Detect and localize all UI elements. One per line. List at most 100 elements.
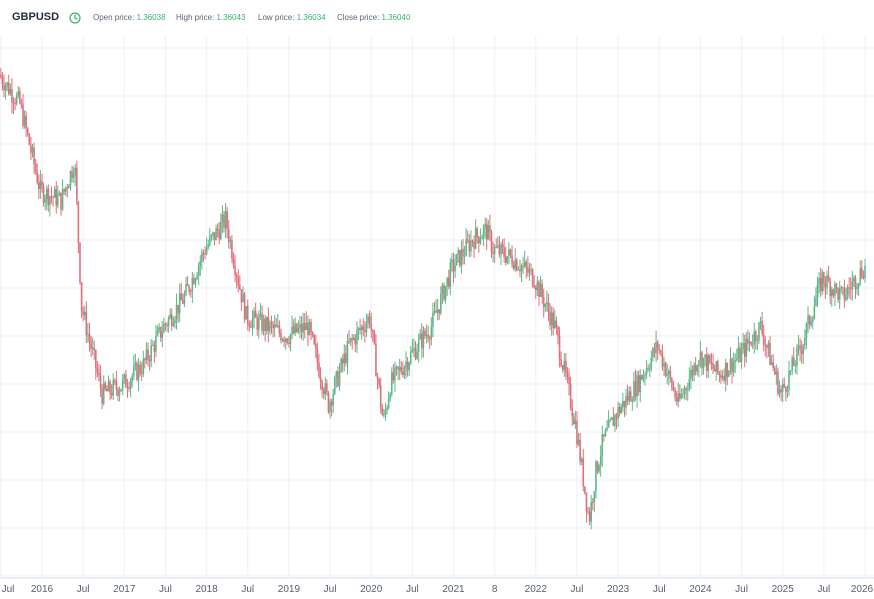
candle-up [479,239,482,244]
candle-down [25,115,27,129]
candle-down [764,344,767,346]
candles [0,68,866,530]
candle-up [199,260,202,266]
candle-down [829,281,831,297]
candle-up [604,430,607,437]
candle-up [356,330,358,345]
candle-down [691,369,694,376]
candle-up [229,240,232,242]
candle-up [574,420,577,424]
candle-up [185,284,187,295]
candle-down [303,323,306,331]
candle-down [672,387,675,390]
candle-down [766,345,768,348]
x-tick-label: 2026 [851,584,874,595]
candle-down [300,323,303,333]
candle-down [819,278,822,292]
candle-up [853,277,855,282]
symbol-label[interactable]: GBPUSD [12,11,60,23]
candle-down [832,289,835,296]
candle-down [462,249,464,256]
candle-down [618,406,621,414]
candle-down [234,265,236,276]
candle-up [289,334,292,344]
candle-up [221,214,224,223]
candle-up [161,332,164,338]
candle-down [535,287,537,291]
candle-up [778,389,781,394]
candle-down [144,358,146,361]
candle-down [7,82,10,94]
candle-down [571,407,574,417]
candle-up [262,318,265,332]
candle-down [512,264,515,269]
candle-up [593,491,596,503]
candle-down [400,367,403,372]
candle-down [435,310,437,313]
candle-down [679,393,681,399]
candle-down [414,348,417,359]
candle-up [273,324,276,329]
candle-down [466,239,469,241]
candle-down [348,341,350,343]
candle-down [80,282,83,312]
candle-up [520,265,523,272]
candle-down [307,322,309,335]
candle-down [808,315,811,325]
candle-up [652,348,654,358]
x-tick-label: 2025 [772,584,795,595]
candle-up [163,323,165,333]
candle-up [788,370,790,390]
candle-down [272,324,274,329]
candle-down [777,371,779,394]
candle-down [246,306,249,324]
candle-up [340,359,342,371]
x-tick-label: Jul [571,584,584,595]
candle-up [756,340,759,342]
candle-down [585,492,588,512]
candle-down [485,223,488,240]
candle-down [345,353,347,364]
candle-up [721,375,724,379]
candle-down [316,348,319,363]
candle-up [305,322,308,331]
candle-down [504,256,507,263]
candle-up [123,374,126,380]
candle-down [373,332,376,344]
candle-up [269,322,271,332]
candle-up [174,319,176,324]
candle-down [327,392,330,412]
candle-down [459,250,461,266]
candle-down [579,439,581,462]
candle-up [112,380,115,396]
candle-down [227,229,230,242]
candle-down [148,359,151,362]
candle-up [830,289,833,297]
x-tick-label: 2019 [278,584,301,595]
candle-down [533,285,536,288]
candle-up [299,323,301,328]
candle-down [77,201,80,243]
candle-down [538,281,540,297]
candle-down [780,389,782,393]
candle-down [762,333,765,345]
candle-up [680,394,683,399]
candle-down [713,369,716,372]
candle-down [104,382,107,389]
candle-up [864,265,866,279]
candle-down [250,326,252,328]
candle-up [49,196,51,206]
candle-up [690,369,692,379]
candle-down [447,277,450,287]
candle-down [240,289,243,303]
candle-down [63,189,65,192]
candle-up [324,383,327,395]
candle-up [606,427,608,431]
clock-icon[interactable] [69,12,81,24]
candle-down [837,288,839,300]
candle-up [68,185,70,189]
candle-down [280,332,282,341]
candle-up [821,272,824,292]
candle-down [519,269,521,272]
